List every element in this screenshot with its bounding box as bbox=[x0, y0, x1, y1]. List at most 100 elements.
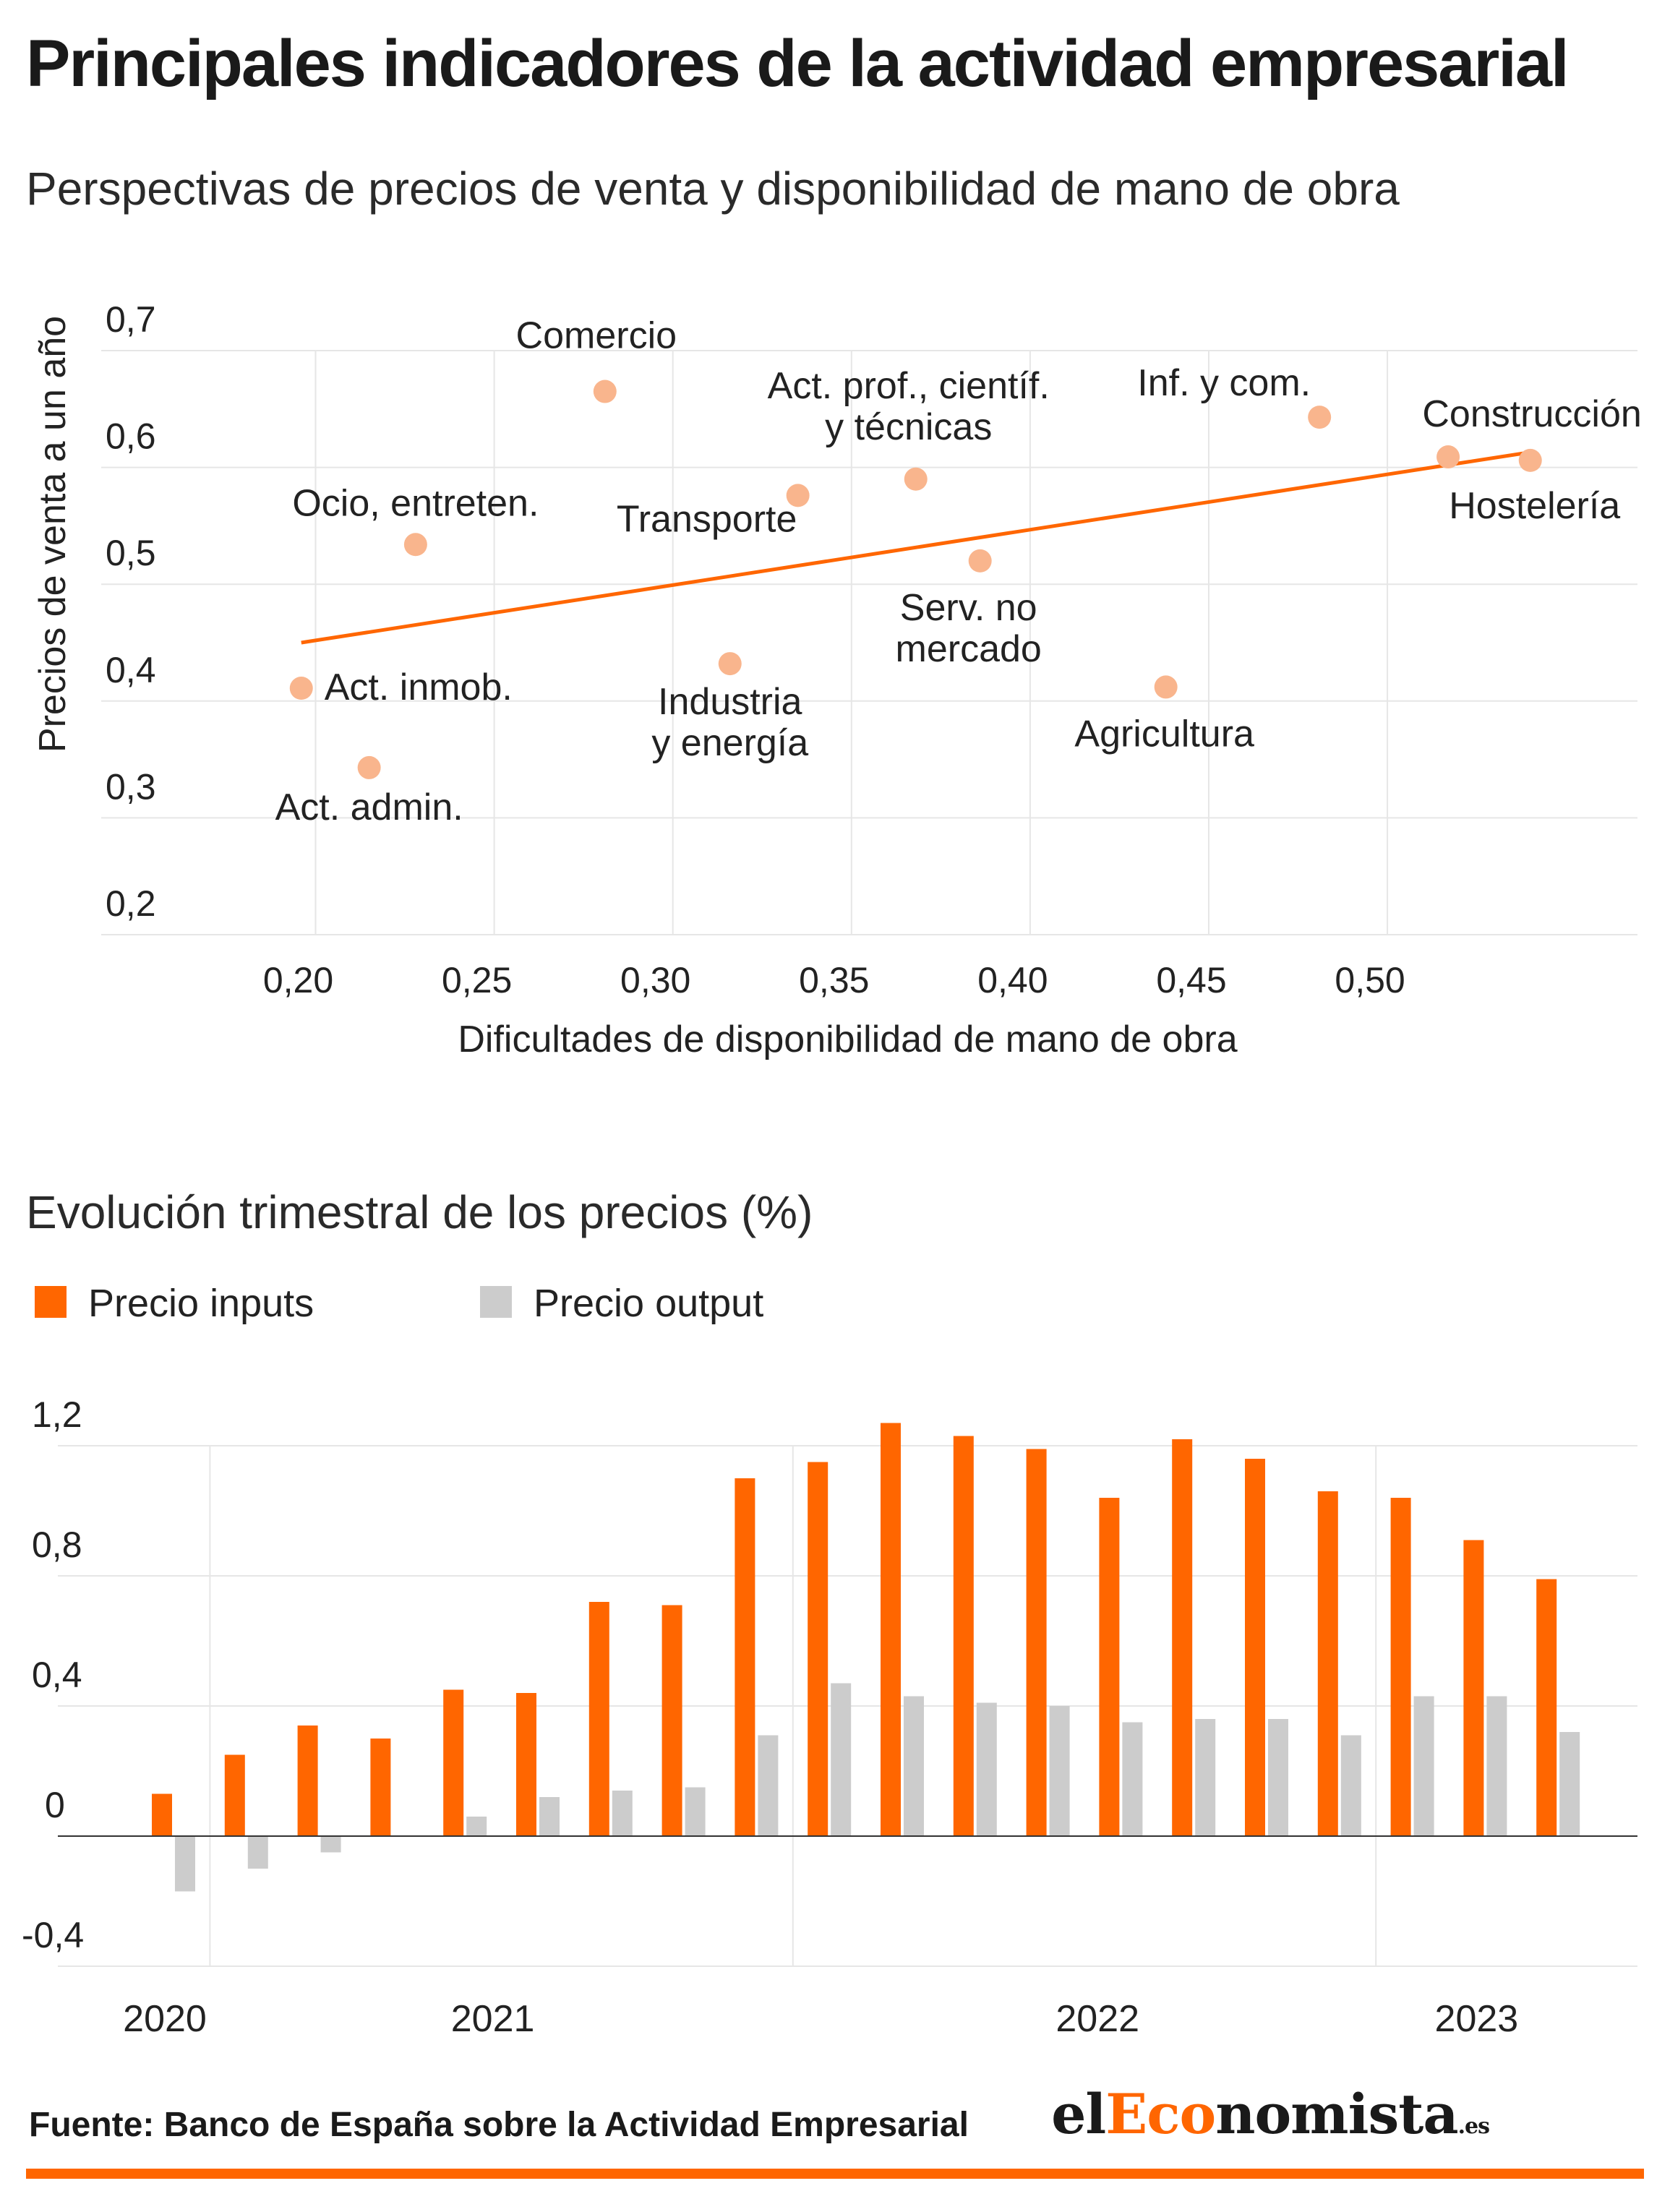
legend-inputs-swatch bbox=[35, 1285, 67, 1318]
bar-inputs bbox=[735, 1478, 755, 1836]
bar-inputs bbox=[588, 1602, 609, 1836]
scatter-point-label: Act. prof., científ. bbox=[768, 365, 1050, 407]
bar-output bbox=[685, 1787, 706, 1836]
scatter-point-label: Transporte bbox=[617, 498, 797, 540]
scatter-point bbox=[968, 549, 992, 573]
scatter-point-label: Hostelería bbox=[1449, 485, 1620, 527]
year-label: 2022 bbox=[1055, 1998, 1139, 2039]
bar-inputs bbox=[953, 1436, 974, 1836]
scatter-point-label: y técnicas bbox=[825, 406, 992, 448]
bar-inputs bbox=[1026, 1449, 1047, 1836]
bar-inputs bbox=[443, 1689, 464, 1836]
bar-inputs bbox=[1390, 1498, 1411, 1836]
scatter-x-tick-label: 0,20 bbox=[263, 960, 333, 1000]
scatter-point bbox=[593, 380, 617, 403]
scatter-chart: 0,2 0,3 0,4 0,5 0,6 0,7 0,20 0,25 0,30 0,35 0,40 0,… bbox=[32, 299, 1642, 1060]
bar-chart: 1,2 0,8 0,4 0 -0,4 2020 2021 2022 2023 bbox=[22, 1394, 1637, 2039]
scatter-x-tick-label: 0,45 bbox=[1156, 960, 1226, 1000]
bar-subtitle: Evolución trimestral de los precios (%) bbox=[26, 1186, 813, 1238]
legend-inputs-label: Precio inputs bbox=[88, 1282, 314, 1325]
scatter-point bbox=[1518, 448, 1542, 472]
bar-y-tick-label: 0 bbox=[45, 1785, 65, 1825]
bar-inputs bbox=[1536, 1579, 1557, 1836]
bar-output bbox=[175, 1836, 195, 1892]
legend-output-swatch bbox=[480, 1285, 512, 1318]
scatter-x-tick-label: 0,30 bbox=[620, 960, 690, 1000]
bar-y-tick-label: -0,4 bbox=[22, 1915, 84, 1955]
scatter-point bbox=[1154, 675, 1178, 699]
scatter-point bbox=[786, 484, 810, 507]
bar-output bbox=[1049, 1706, 1070, 1836]
bar-y-tick-label: 0,8 bbox=[32, 1525, 82, 1565]
scatter-point-label: Serv. no bbox=[900, 587, 1037, 629]
bar-inputs bbox=[224, 1754, 245, 1836]
year-label: 2020 bbox=[123, 1998, 207, 2039]
scatter-point-label: Ocio, entreten. bbox=[292, 482, 539, 524]
scatter-point-label: Inf. y com. bbox=[1137, 362, 1311, 404]
scatter-point bbox=[289, 677, 313, 700]
trend-line bbox=[301, 450, 1531, 645]
scatter-point bbox=[403, 533, 427, 557]
scatter-point bbox=[1436, 445, 1460, 469]
bar-output bbox=[466, 1817, 487, 1836]
bar-output bbox=[1486, 1696, 1507, 1836]
scatter-subtitle: Perspectivas de precios de venta y dispo… bbox=[26, 163, 1400, 215]
bar-output bbox=[1268, 1719, 1288, 1836]
scatter-point bbox=[904, 467, 928, 491]
scatter-x-tick-label: 0,25 bbox=[442, 960, 512, 1000]
bar-inputs bbox=[1317, 1491, 1338, 1836]
bar-y-tick-label: 1,2 bbox=[32, 1394, 82, 1435]
bar-inputs bbox=[152, 1793, 172, 1836]
bar-inputs bbox=[516, 1693, 536, 1836]
eleconomista-logo: elEconomista.es bbox=[1051, 2082, 1490, 2146]
scatter-point-label: mercado bbox=[896, 628, 1042, 670]
scatter-point-label: Act. inmob. bbox=[325, 666, 513, 708]
bar-inputs bbox=[1172, 1439, 1193, 1836]
scatter-y-tick-label: 0,4 bbox=[106, 650, 156, 690]
bar-output bbox=[247, 1836, 268, 1869]
bar-inputs bbox=[881, 1423, 901, 1836]
scatter-y-axis-label: Precios de venta a un año bbox=[32, 316, 74, 753]
scatter-point-label: y energía bbox=[651, 722, 808, 764]
bar-inputs bbox=[661, 1605, 682, 1836]
scatter-y-tick-label: 0,2 bbox=[106, 883, 156, 924]
scatter-point-label: Construcción bbox=[1422, 393, 1641, 435]
scatter-x-tick-label: 0,35 bbox=[799, 960, 869, 1000]
legend-output-label: Precio output bbox=[534, 1282, 764, 1325]
bar-output bbox=[1195, 1719, 1216, 1836]
page-title: Principales indicadores de la actividad … bbox=[26, 27, 1570, 100]
legend-inputs: Precio inputs bbox=[35, 1281, 314, 1326]
scatter-y-tick-label: 0,7 bbox=[106, 299, 156, 340]
scatter-x-tick-label: 0,50 bbox=[1335, 960, 1405, 1000]
bottom-accent-bar bbox=[26, 2169, 1644, 2179]
bar-inputs bbox=[1245, 1459, 1265, 1836]
bar-inputs bbox=[1099, 1498, 1120, 1836]
bar-inputs bbox=[808, 1462, 828, 1836]
scatter-point bbox=[1308, 406, 1332, 429]
scatter-y-tick-label: 0,5 bbox=[106, 533, 156, 573]
bar-output bbox=[1559, 1732, 1580, 1836]
bar-output bbox=[1413, 1696, 1434, 1836]
bar-output bbox=[1340, 1735, 1361, 1836]
bar-y-tick-label: 0,4 bbox=[32, 1655, 82, 1695]
bar-output bbox=[1122, 1722, 1143, 1836]
bar-output bbox=[612, 1791, 633, 1836]
scatter-point bbox=[718, 652, 742, 676]
scatter-y-tick-label: 0,3 bbox=[106, 766, 156, 807]
bar-output bbox=[976, 1702, 997, 1836]
bar-inputs bbox=[1463, 1540, 1484, 1836]
bar-inputs bbox=[297, 1726, 318, 1836]
bar-inputs bbox=[370, 1739, 391, 1836]
source-note: Fuente: Banco de España sobre la Activid… bbox=[29, 2106, 969, 2144]
bar-output bbox=[320, 1836, 341, 1853]
scatter-point-label: Act. admin. bbox=[275, 786, 463, 828]
scatter-x-axis-label: Dificultades de disponibilidad de mano d… bbox=[458, 1019, 1237, 1060]
scatter-point bbox=[357, 755, 381, 779]
scatter-point-label: Industria bbox=[658, 681, 802, 723]
scatter-x-tick-label: 0,40 bbox=[977, 960, 1048, 1000]
bar-output bbox=[831, 1683, 852, 1836]
scatter-point-label: Agricultura bbox=[1074, 713, 1254, 755]
bar-output bbox=[904, 1696, 924, 1836]
legend-output: Precio output bbox=[480, 1281, 763, 1326]
year-label: 2023 bbox=[1435, 1998, 1519, 2039]
